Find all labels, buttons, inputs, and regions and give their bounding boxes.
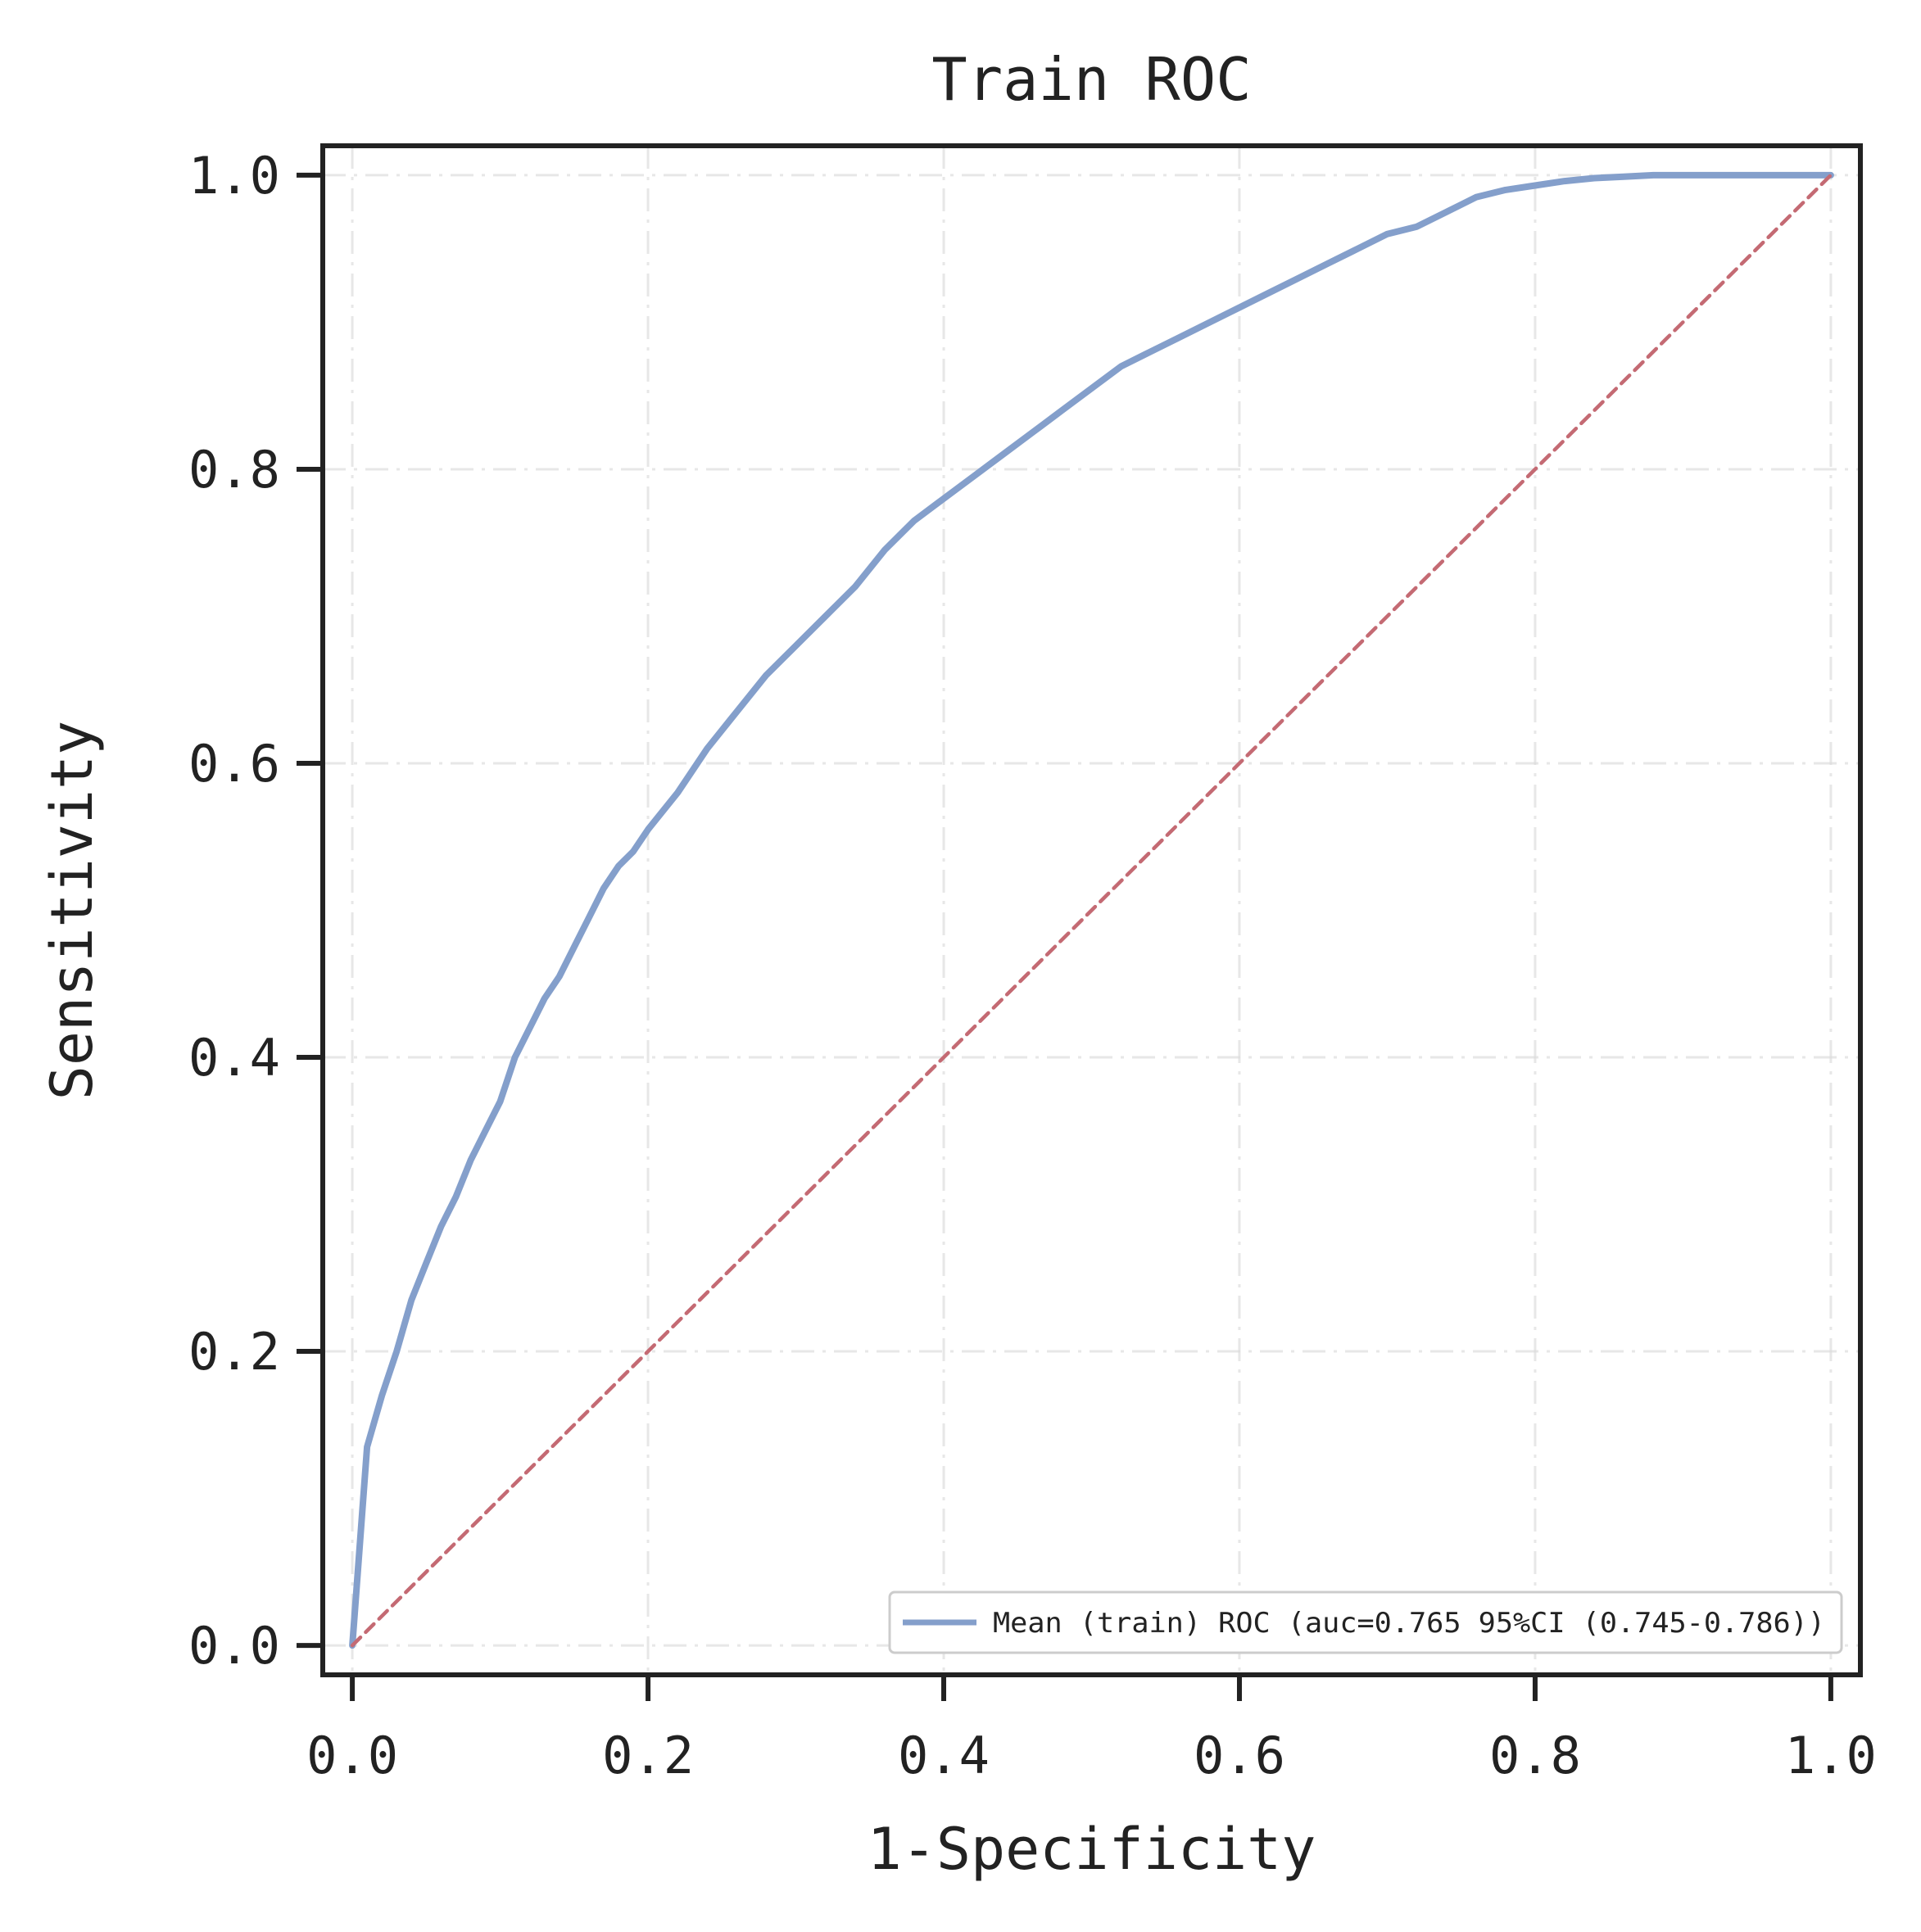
y-tick-label-3: 0.6 (188, 734, 280, 794)
x-tick-label-3: 0.6 (1194, 1726, 1285, 1785)
y-tick-label-5: 1.0 (188, 146, 280, 206)
legend-box (888, 1590, 1843, 1654)
x-tick-label-5: 1.0 (1785, 1726, 1877, 1785)
x-axis-title: 1-Specificity (868, 1816, 1316, 1883)
legend-label: Mean (train) ROC (auc=0.765 95%CI (0.745… (993, 1607, 1825, 1640)
chance-diagonal-line (350, 173, 1833, 1648)
y-tick-label-1: 0.2 (188, 1322, 280, 1382)
plot-frame (320, 143, 1863, 1677)
y-tick-label-4: 0.8 (188, 440, 280, 500)
y-axis-title: Sensitivity (39, 721, 106, 1101)
chart-title: Train ROC (931, 45, 1251, 114)
legend: Mean (train) ROC (auc=0.765 95%CI (0.745… (888, 1590, 1843, 1654)
x-tick-label-0: 0.0 (306, 1726, 398, 1785)
x-tick-label-1: 0.2 (602, 1726, 694, 1785)
y-tick-label-2: 0.4 (188, 1028, 280, 1088)
axis-ticks: 0.0 0.2 0.4 0.6 0.8 1.0 0.0 0.2 0.4 0.6 0.8 1.0 (188, 146, 1877, 1785)
x-tick-label-2: 0.4 (898, 1726, 990, 1785)
roc-curve-line (349, 171, 1834, 1649)
series-lines (349, 171, 1834, 1649)
y-tick-label-0: 0.0 (188, 1616, 280, 1676)
x-tick-label-4: 0.8 (1489, 1726, 1581, 1785)
